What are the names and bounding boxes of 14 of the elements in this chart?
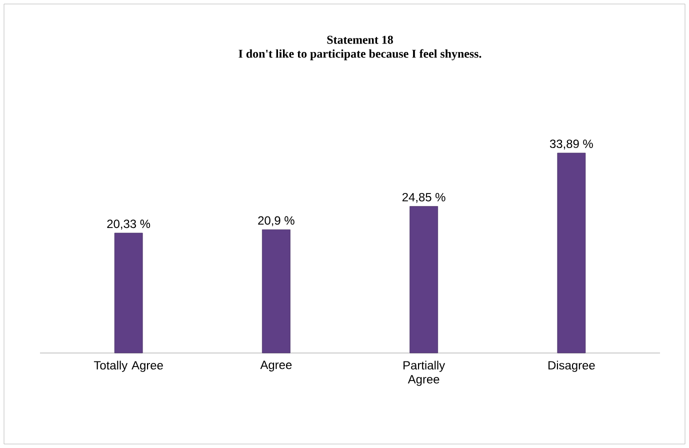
x-tick-label: Disagree — [548, 360, 595, 372]
data-label: 24,85 % — [402, 192, 446, 203]
bar — [114, 232, 143, 354]
bar — [410, 206, 438, 354]
data-label: 33,89 % — [550, 140, 593, 150]
x-tick-label: Totally Agree — [94, 360, 163, 372]
data-label: 20,33 % — [107, 220, 150, 230]
bar — [557, 152, 586, 354]
bar — [262, 229, 290, 354]
x-tick-label: Partially Agree — [404, 360, 446, 386]
chart-title: Statement 18 — [327, 36, 393, 44]
data-label: 20,9 % — [258, 216, 294, 226]
x-tick-label: Agree — [260, 360, 292, 372]
chart-subtitle: I don't like to participate because I feel shyness. — [238, 49, 482, 60]
